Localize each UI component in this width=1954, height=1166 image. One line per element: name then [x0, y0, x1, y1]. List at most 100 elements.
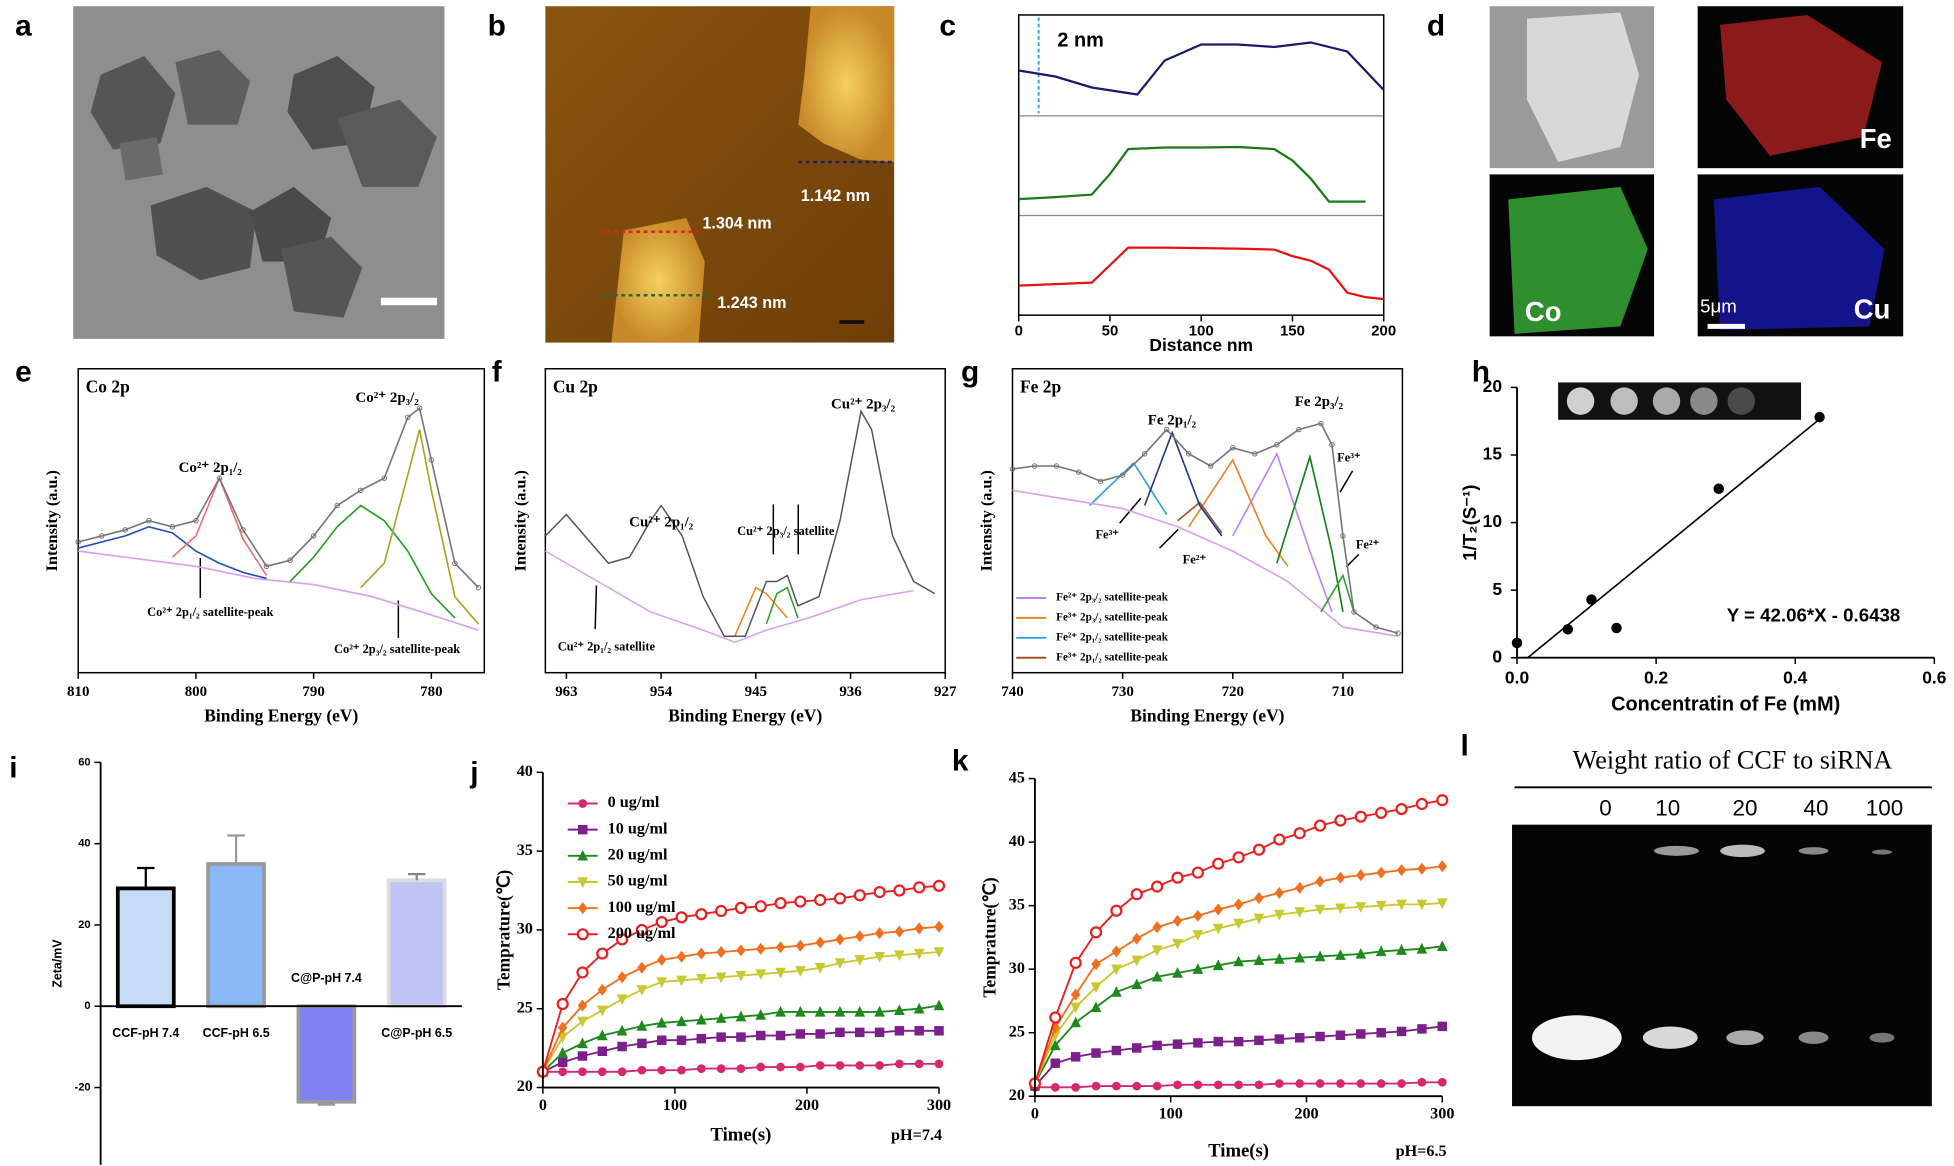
- x-tick-label: 0.4: [1783, 668, 1808, 688]
- marker: [597, 1067, 607, 1077]
- line: [1089, 461, 1168, 516]
- marker: [1254, 892, 1264, 904]
- marker: [833, 892, 847, 905]
- marker: [1335, 871, 1346, 884]
- marker: [1273, 833, 1286, 846]
- marker: [675, 911, 688, 924]
- marker: [578, 1067, 587, 1077]
- marker: [1192, 930, 1204, 941]
- marker: [1274, 441, 1280, 448]
- marker: [240, 527, 246, 533]
- marker: [775, 1005, 786, 1017]
- marker: [1233, 955, 1244, 967]
- x-tick-label: 0: [1031, 1105, 1039, 1123]
- marker: [122, 527, 129, 533]
- lane-label: 100: [1866, 796, 1903, 821]
- panel-label: b: [488, 9, 506, 42]
- line: [544, 550, 914, 644]
- marker: [715, 904, 728, 918]
- marker: [814, 963, 826, 974]
- line: [1276, 453, 1344, 613]
- marker: [1335, 949, 1346, 960]
- marker: [1193, 909, 1203, 922]
- y-tick-label: 15: [1483, 444, 1503, 464]
- marker: [1315, 1079, 1325, 1088]
- annotation: Co²⁺ 2p₁/₂: [179, 460, 243, 476]
- chart-title: Cu 2p: [553, 377, 598, 397]
- marker: [1172, 914, 1183, 927]
- panel-label: i: [9, 752, 17, 785]
- marker: [1375, 900, 1387, 912]
- x-tick-label: 810: [67, 684, 89, 700]
- point: [1611, 622, 1622, 634]
- marker: [1212, 923, 1224, 935]
- marker: [1416, 942, 1428, 954]
- category-label: CCF-pH 7.4: [112, 1026, 179, 1040]
- legend-label: 100 ug/ml: [608, 898, 676, 916]
- x-tick-label: 0: [539, 1096, 547, 1114]
- marker: [1069, 956, 1082, 969]
- marker: [1335, 1030, 1346, 1040]
- annotation: Y = 42.06*X - 0.6438: [1727, 605, 1901, 626]
- marker: [1396, 899, 1407, 911]
- marker: [795, 1029, 806, 1039]
- marker: [855, 930, 865, 943]
- x-tick-label: 100: [1189, 322, 1214, 339]
- marker: [1253, 913, 1265, 925]
- plot-frame: [1011, 367, 1404, 674]
- marker: [734, 901, 748, 914]
- marker: [1163, 426, 1170, 433]
- marker: [615, 933, 629, 946]
- x-tick-label: 927: [934, 684, 957, 700]
- marker: [715, 1012, 727, 1023]
- marker: [1192, 963, 1204, 974]
- x-tick-label: 150: [1280, 322, 1305, 339]
- marker: [1315, 875, 1325, 888]
- legend-label: Fe³⁺ 2p₃/₂ satellite-peak: [1056, 611, 1169, 623]
- annotation: Fe²⁺: [1356, 537, 1379, 551]
- marker: [616, 994, 628, 1006]
- marker: [775, 967, 786, 979]
- marker: [146, 517, 152, 524]
- marker: [1097, 478, 1104, 484]
- error-bar: [408, 873, 426, 881]
- mri-inset: [1558, 382, 1802, 420]
- marker: [835, 1027, 845, 1038]
- y-axis-label: Zeta/mV: [51, 939, 65, 988]
- legend-label: 50 ug/ml: [608, 872, 668, 890]
- marker: [596, 1029, 608, 1041]
- x-tick-label: 800: [185, 684, 207, 700]
- x-tick-label: 0.2: [1644, 668, 1668, 688]
- marker: [1233, 1036, 1244, 1047]
- marker: [381, 475, 388, 481]
- marker: [1415, 797, 1429, 811]
- marker: [676, 950, 687, 963]
- marker: [1340, 533, 1346, 539]
- panel-label: f: [492, 356, 502, 389]
- marker: [913, 1002, 925, 1014]
- marker: [774, 897, 787, 910]
- marker: [1070, 1016, 1082, 1028]
- marker: [617, 1067, 627, 1077]
- marker: [735, 970, 747, 982]
- marker: [1049, 1011, 1062, 1024]
- marker: [1336, 1079, 1345, 1088]
- marker: [794, 895, 807, 908]
- marker: [1354, 810, 1367, 823]
- marker: [1152, 1081, 1162, 1091]
- marker: [1119, 472, 1126, 478]
- y-tick-label: 20: [1009, 1086, 1025, 1104]
- marker: [1132, 1081, 1142, 1091]
- line: [1320, 573, 1355, 613]
- marker: [913, 881, 926, 894]
- y-tick-label: 25: [1009, 1022, 1025, 1040]
- line: [1177, 501, 1223, 534]
- marker: [636, 985, 648, 996]
- marker: [1395, 802, 1408, 816]
- y-axis-label: Intensity (a.u.): [511, 470, 529, 571]
- marker: [558, 1067, 568, 1077]
- marker: [1213, 903, 1223, 916]
- line: [171, 475, 268, 576]
- marker: [1152, 1040, 1162, 1051]
